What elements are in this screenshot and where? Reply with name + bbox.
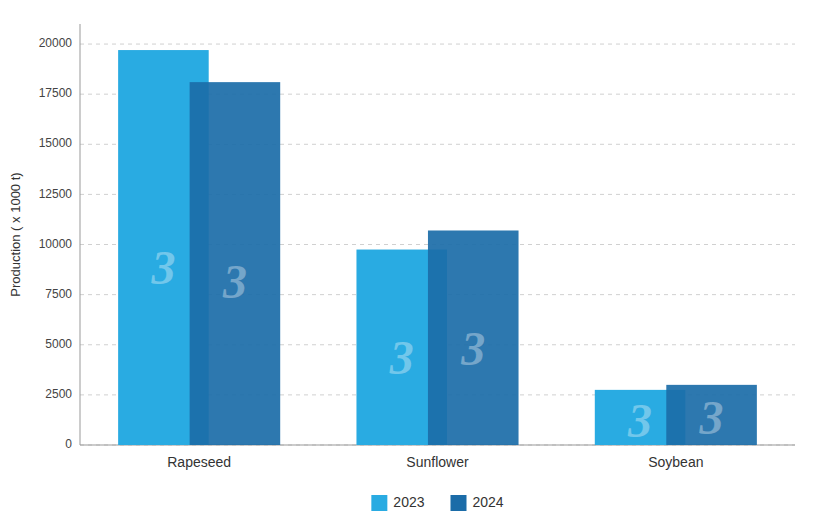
y-tick-label: 0	[65, 437, 72, 451]
chart-container: 0250050007500100001250015000175002000033…	[0, 0, 819, 529]
legend-label: 2024	[473, 494, 504, 510]
legend-item: 2024	[451, 494, 504, 511]
y-tick-label: 20000	[39, 36, 73, 50]
y-tick-label: 10000	[39, 237, 73, 251]
y-tick-label: 5000	[45, 337, 72, 351]
y-tick-label: 2500	[45, 387, 72, 401]
watermark: 3	[460, 322, 485, 375]
bars	[118, 50, 757, 445]
watermark: 3	[389, 331, 414, 384]
bar	[190, 82, 281, 445]
watermark: 3	[150, 241, 175, 294]
x-tick-label: Soybean	[648, 454, 703, 470]
y-axis-line	[80, 24, 81, 445]
legend: 2023 2024	[371, 494, 504, 511]
y-axis-label: Production ( x 1000 t)	[8, 172, 23, 296]
y-tick-label: 15000	[39, 136, 73, 150]
legend-swatch	[451, 495, 467, 511]
legend-swatch	[371, 495, 387, 511]
y-tick-label: 7500	[45, 287, 72, 301]
x-tick-label: Sunflower	[406, 454, 469, 470]
watermark: 3	[627, 394, 652, 447]
legend-label: 2023	[393, 494, 424, 510]
chart: 0250050007500100001250015000175002000033…	[0, 0, 819, 529]
bar	[666, 385, 757, 445]
watermark: 3	[699, 391, 724, 444]
watermarks: 333333	[150, 241, 723, 447]
legend-item: 2023	[371, 494, 424, 511]
y-tick-label: 17500	[39, 86, 73, 100]
x-tick-label: Rapeseed	[167, 454, 231, 470]
y-tick-label: 12500	[39, 187, 73, 201]
watermark: 3	[222, 255, 247, 308]
grid-line	[80, 44, 795, 45]
bar	[428, 230, 519, 445]
grid	[80, 44, 795, 445]
